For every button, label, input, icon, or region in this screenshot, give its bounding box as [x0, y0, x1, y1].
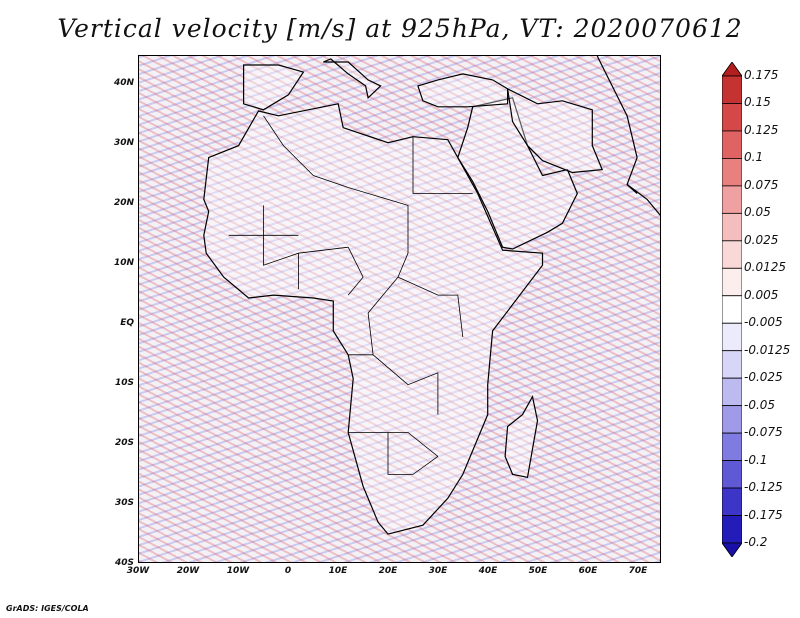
iran-outline — [506, 87, 604, 174]
longitude-label: 50E — [528, 566, 548, 576]
latitude-label: 30S — [114, 498, 134, 508]
colorbar-swatch — [722, 158, 742, 187]
latitude-label: 40S — [114, 558, 134, 568]
colorbar-swatch — [722, 542, 742, 557]
colorbar-label: 0.1 — [744, 150, 764, 165]
latitude-label: 10N — [113, 258, 134, 268]
latitude-label: 10S — [114, 378, 134, 388]
colorbar-label: -0.075 — [744, 425, 783, 440]
colorbar-swatch — [722, 62, 742, 77]
colorbar-label: -0.05 — [744, 397, 776, 412]
latitude-label: 40N — [113, 78, 134, 88]
colorbar-label: -0.0125 — [744, 342, 791, 357]
colorbar-swatch — [722, 212, 742, 242]
country-border — [412, 136, 473, 194]
colorbar-swatch — [722, 75, 742, 104]
colorbar-swatch — [722, 460, 742, 489]
longitude-label: 10E — [328, 566, 348, 576]
colorbar — [722, 62, 742, 557]
country-border — [397, 276, 464, 337]
turkey-outline — [417, 73, 509, 108]
colorbar-swatch — [722, 377, 742, 407]
italy-outline — [323, 58, 382, 99]
colorbar-label: -0.1 — [744, 452, 768, 467]
footer-credit: GrADS: IGES/COLA — [6, 604, 89, 613]
colorbar-label: -0.2 — [744, 535, 768, 549]
colorbar-label: 0.05 — [744, 205, 771, 220]
colorbar-label: 0.175 — [744, 68, 779, 82]
longitude-label: 60E — [578, 566, 598, 576]
colorbar-swatch — [722, 405, 742, 434]
longitude-label: 30E — [428, 566, 448, 576]
colorbar-swatch — [722, 130, 742, 159]
colorbar-swatch — [722, 185, 742, 214]
country-border — [348, 187, 409, 278]
map-title: Vertical velocity [m/s] at 925hPa, VT: 2… — [57, 14, 743, 43]
map-plot-area — [138, 55, 661, 563]
madagascar-outline — [504, 395, 539, 479]
longitude-label: 20E — [378, 566, 398, 576]
colorbar-label: -0.175 — [744, 507, 783, 522]
country-border — [348, 432, 439, 457]
colorbar-label: 0.125 — [744, 122, 779, 137]
colorbar-label: -0.025 — [744, 370, 783, 385]
longitude-label: 30W — [126, 566, 150, 576]
colorbar-swatch — [722, 350, 742, 379]
country-border — [372, 354, 439, 415]
land-shapes — [203, 56, 660, 535]
country-border — [387, 432, 439, 475]
longitude-label: 40E — [478, 566, 498, 576]
colorbar-swatch — [722, 322, 742, 352]
latitude-label: 20N — [113, 198, 134, 208]
country-border — [263, 115, 349, 188]
latitude-label: EQ — [120, 318, 134, 328]
longitude-label: 0 — [284, 566, 292, 576]
sri-coast-outline — [626, 184, 638, 194]
colorbar-swatch — [722, 515, 742, 544]
colorbar-swatch — [722, 487, 742, 516]
africa-coastline-map — [203, 56, 660, 535]
india-outline — [596, 56, 660, 216]
latitude-label: 20S — [114, 438, 134, 448]
iberia-outline — [242, 64, 305, 111]
arabia-outline — [457, 97, 578, 250]
country-border — [347, 247, 364, 296]
longitude-label: 20W — [176, 566, 200, 576]
colorbar-label: 0.0125 — [744, 260, 786, 275]
country-border — [348, 276, 399, 356]
colorbar-swatch — [722, 295, 742, 324]
colorbar-swatch — [722, 267, 742, 297]
colorbar-label: 0.005 — [744, 287, 779, 302]
colorbar-label: -0.125 — [744, 480, 783, 495]
longitude-label: 70E — [628, 566, 648, 576]
colorbar-swatch — [722, 103, 742, 132]
longitude-label: 10W — [226, 566, 250, 576]
colorbar-swatch — [722, 432, 742, 461]
colorbar-label: 0.15 — [744, 95, 771, 110]
colorbar-label: -0.005 — [744, 315, 783, 330]
colorbar-swatch — [722, 240, 742, 269]
latitude-label: 30N — [113, 138, 134, 148]
africa-outline — [203, 103, 544, 535]
colorbar-label: 0.025 — [744, 232, 779, 247]
colorbar-label: 0.075 — [744, 177, 779, 192]
